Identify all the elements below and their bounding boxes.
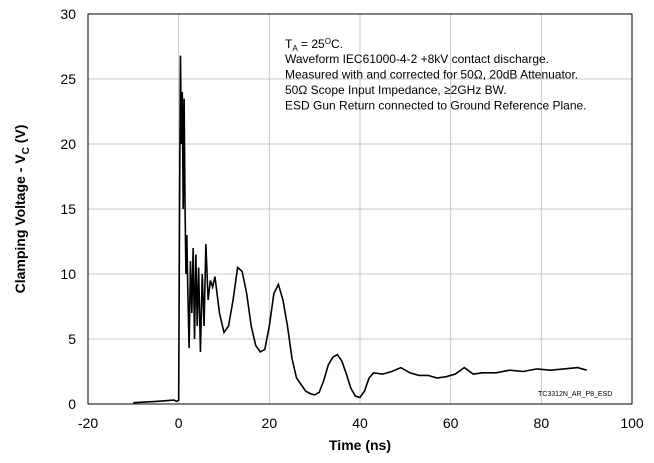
annotation-part: C.	[331, 37, 343, 51]
annotation-sub: A	[292, 44, 298, 53]
annotation-part: T	[285, 37, 293, 51]
annotation-part: = 25	[298, 37, 325, 51]
y-title-part: (V)	[12, 125, 28, 148]
y-tick-label: 0	[68, 396, 76, 412]
x-tick-label: 40	[352, 415, 368, 431]
y-tick-label: 20	[60, 136, 76, 152]
y-title-part: Clamping Voltage - V	[12, 154, 28, 294]
y-tick-label: 15	[60, 201, 76, 217]
x-tick-label: 80	[534, 415, 550, 431]
annotation-line: TA = 25OC.	[285, 37, 343, 53]
y-tick-label: 5	[68, 331, 76, 347]
annotation-sup: O	[325, 37, 331, 46]
y-title-sub: C	[21, 147, 32, 154]
annotation-line: ESD Gun Return connected to Ground Refer…	[285, 99, 587, 113]
annotation-line: Measured with and corrected for 50Ω, 20d…	[285, 68, 578, 82]
x-tick-label: 20	[262, 415, 278, 431]
annotation: TA = 25OC. Waveform IEC61000-4-2 +8kV co…	[285, 37, 587, 113]
data-line	[133, 55, 587, 404]
x-axis-title: Time (ns)	[329, 437, 391, 453]
plot-frame	[87, 13, 633, 405]
y-tick-label: 25	[60, 71, 76, 87]
x-tick-label: 0	[175, 415, 183, 431]
x-tick-label: 100	[620, 415, 644, 431]
y-tick-label: 10	[60, 266, 76, 282]
annotation-line: 50Ω Scope Input Impedance, ≥2GHz BW.	[285, 83, 507, 97]
watermark: TC3312N_AR_P8_ESD	[538, 391, 612, 398]
x-tick-label: -20	[78, 415, 98, 431]
x-tick-label: 60	[443, 415, 459, 431]
annotation-line: Waveform IEC61000-4-2 +8kV contact disch…	[285, 52, 549, 66]
y-tick-label: 30	[60, 6, 76, 22]
y-axis-title: Clamping Voltage - VC (V)	[12, 125, 32, 294]
